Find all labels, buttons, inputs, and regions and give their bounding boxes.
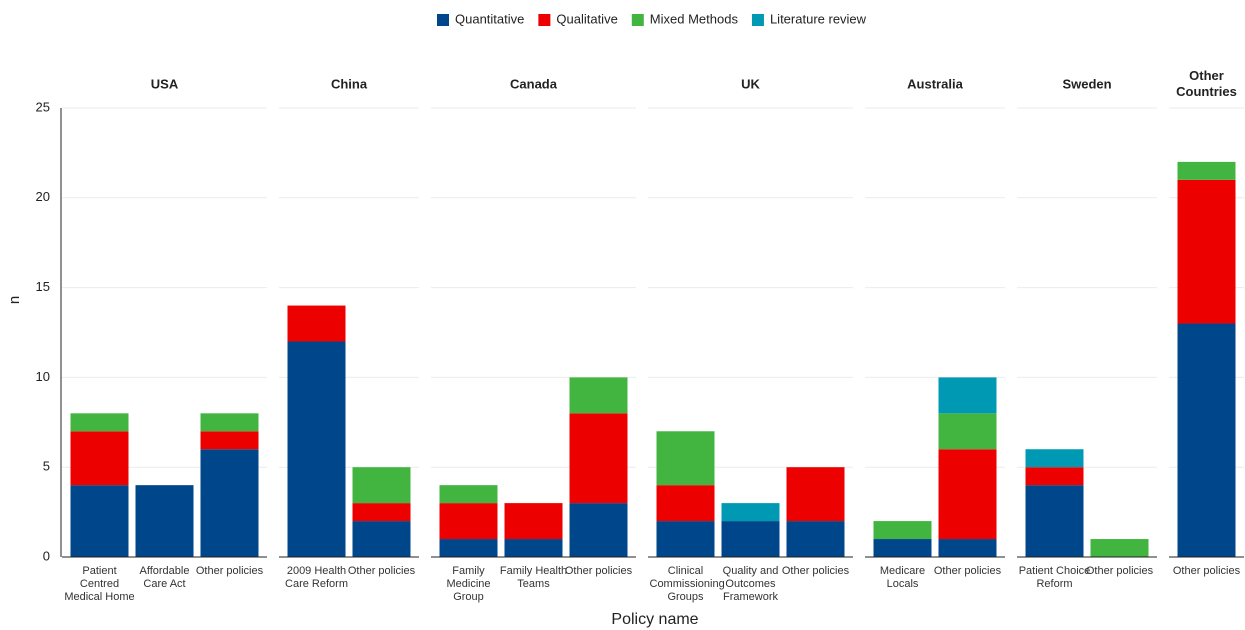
bar-segment — [1025, 485, 1084, 557]
bar-segment — [873, 521, 932, 540]
x-tick-label: Quality and Outcomes Framework — [722, 565, 779, 603]
bar-segment — [656, 521, 715, 557]
facet-title: Sweden — [1062, 76, 1111, 91]
y-tick-label: 0 — [43, 548, 50, 563]
y-tick-label: 10 — [36, 369, 50, 384]
bar-segment — [569, 503, 628, 557]
x-tick-label: Other policies — [564, 565, 633, 577]
bar-segment — [200, 449, 259, 557]
bar-segment — [70, 413, 129, 432]
y-axis-label: n — [6, 296, 23, 304]
x-tick-label: Clinical Commissioning Groups — [649, 565, 725, 603]
bar-segment — [569, 377, 628, 414]
bar-segment — [439, 503, 498, 540]
legend-swatch — [437, 14, 449, 26]
x-tick-label: Other policies — [1085, 565, 1154, 577]
x-tick-label: Other policies — [933, 565, 1002, 577]
bar-segment — [938, 539, 997, 557]
bar-segment — [938, 413, 997, 450]
x-tick-label: Family Medicine Group — [446, 565, 491, 603]
bar-segment — [504, 503, 563, 540]
bar-segment — [287, 305, 346, 342]
bar-segment — [656, 485, 715, 522]
x-tick-label: Patient Centred Medical Home — [64, 565, 135, 603]
x-tick-label: Affordable Care Act — [139, 565, 190, 590]
bar-segment — [200, 431, 259, 450]
bar-segment — [439, 539, 498, 557]
facet-title: China — [331, 76, 368, 91]
x-tick-label: Patient Choice Reform — [1018, 565, 1091, 590]
facet-title: Other Countries — [1176, 68, 1237, 99]
bar-segment — [873, 539, 932, 557]
bar-segment — [569, 413, 628, 504]
bar-segment — [439, 485, 498, 504]
x-tick-label: 2009 Health Care Reform — [285, 565, 348, 590]
bar-segment — [70, 485, 129, 557]
x-tick-label: Other policies — [781, 565, 850, 577]
y-tick-label: 15 — [36, 279, 50, 294]
x-tick-label: Other policies — [347, 565, 416, 577]
facet-title: Australia — [907, 76, 963, 91]
legend-label: Qualitative — [556, 11, 617, 26]
bar-segment — [135, 485, 194, 557]
facet-title: UK — [741, 76, 760, 91]
legend-label: Mixed Methods — [650, 11, 739, 26]
legend-swatch — [538, 14, 551, 26]
bar-segment — [1025, 467, 1084, 486]
x-tick-label: Medicare Locals — [879, 565, 926, 590]
facet-title: USA — [151, 76, 179, 91]
legend-label: Literature review — [770, 11, 867, 26]
bar-segment — [352, 503, 411, 522]
y-tick-label: 5 — [43, 459, 50, 474]
legend-label: Quantitative — [455, 11, 524, 26]
x-tick-label: Other policies — [195, 565, 264, 577]
bar-segment — [504, 539, 563, 557]
legend-swatch — [751, 14, 764, 26]
bar-segment — [938, 449, 997, 540]
legend-swatch — [631, 14, 644, 26]
bar-segment — [1025, 449, 1084, 468]
y-tick-label: 20 — [36, 189, 50, 204]
bar-segment — [1177, 179, 1236, 324]
y-tick-label: 25 — [36, 99, 50, 114]
bar-segment — [721, 503, 780, 522]
bar-segment — [656, 431, 715, 486]
bar-segment — [786, 521, 845, 557]
x-axis-label: Policy name — [611, 611, 698, 628]
bar-segment — [70, 431, 129, 486]
bar-segment — [721, 521, 780, 557]
bar-segment — [352, 467, 411, 504]
x-tick-label: Other policies — [1172, 565, 1241, 577]
bar-segment — [1177, 323, 1236, 557]
bar-segment — [200, 413, 259, 432]
bar-segment — [1090, 539, 1149, 557]
facet-title: Canada — [510, 76, 558, 91]
bar-segment — [786, 467, 845, 522]
bar-segment — [1177, 161, 1236, 180]
bar-segment — [287, 341, 346, 557]
bar-segment — [352, 521, 411, 557]
x-tick-label: Family Health Teams — [499, 565, 568, 590]
bar-segment — [938, 377, 997, 414]
